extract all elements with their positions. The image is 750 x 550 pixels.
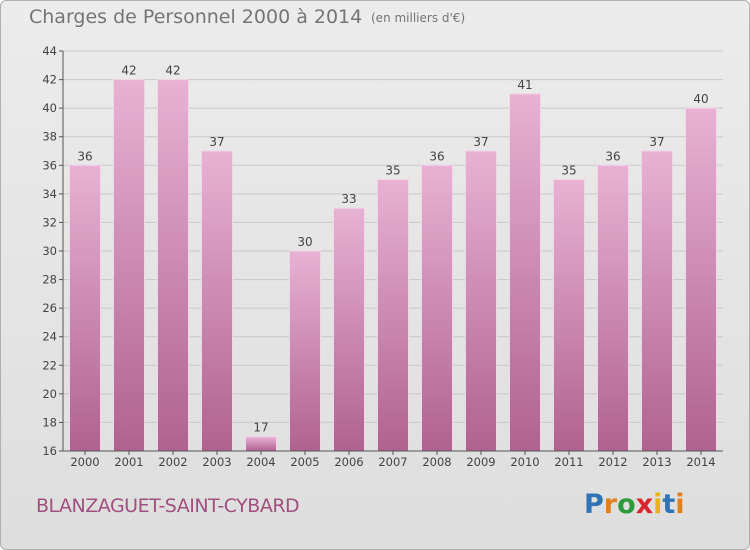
x-tick-label: 2001 [114,455,143,469]
x-tick-label: 2008 [422,455,451,469]
data-label-2012: 36 [605,149,620,163]
y-tick-label: 30 [42,244,57,258]
y-tick-label: 18 [42,415,57,429]
data-label-2007: 35 [385,164,400,178]
x-tick-label: 2005 [290,455,319,469]
data-label-2009: 37 [473,135,488,149]
bar-2012 [597,164,629,452]
bar-2006 [333,207,365,452]
data-label-2001: 42 [121,64,136,78]
bar-2013 [641,150,673,452]
logo-letter: P [584,489,604,520]
y-tick-label: 22 [42,358,57,372]
logo-letter: r [603,489,618,520]
bar-2011 [553,179,585,452]
y-tick-label: 42 [42,73,57,87]
x-tick-label: 2000 [70,455,99,469]
bar-2010 [509,93,541,452]
data-label-2002: 42 [165,64,180,78]
x-tick-label: 2003 [202,455,231,469]
bar-2003 [201,150,233,452]
data-label-2010: 41 [517,78,532,92]
y-tick-label: 38 [42,130,57,144]
x-tick-label: 2010 [510,455,539,469]
x-tick-label: 2002 [158,455,187,469]
proxiti-logo[interactable]: Proxiti [584,489,685,520]
logo-letter: x [635,489,654,520]
y-tick-label: 34 [42,187,57,201]
y-tick-label: 26 [42,301,57,315]
logo-letter: i [675,489,685,520]
logo-letter: o [617,489,636,520]
x-tick-label: 2012 [598,455,627,469]
logo-letter: t [662,489,676,520]
data-label-2003: 37 [209,135,224,149]
y-tick-label: 44 [42,44,57,58]
x-tick-label: 2014 [686,455,715,469]
data-label-2005: 30 [297,235,312,249]
y-tick-label: 40 [42,101,57,115]
chart-unit-label: (en milliers d'€) [371,11,466,25]
data-label-2004: 17 [253,421,268,435]
logo-letter: i [653,489,663,520]
y-tick-label: 24 [42,330,57,344]
bar-2005 [289,250,321,452]
data-label-2014: 40 [693,92,708,106]
bar-2008 [421,164,453,452]
bar-2004 [245,436,277,452]
x-tick-label: 2007 [378,455,407,469]
commune-name: BLANZAGUET-SAINT-CYBARD [36,495,300,517]
bar-2000 [69,164,101,452]
x-tick-label: 2009 [466,455,495,469]
data-label-2011: 35 [561,164,576,178]
data-label-2000: 36 [77,149,92,163]
y-tick-label: 20 [42,387,57,401]
bar-2014 [685,107,717,452]
y-tick-label: 16 [42,444,57,458]
chart-title: Charges de Personnel 2000 à 2014 [29,6,363,28]
y-tick-label: 36 [42,158,57,172]
data-label-2008: 36 [429,149,444,163]
bar-2009 [465,150,497,452]
bar-2007 [377,179,409,452]
data-label-2006: 33 [341,192,356,206]
y-tick-label: 28 [42,273,57,287]
bar-2002 [157,79,189,452]
x-tick-label: 2013 [642,455,671,469]
x-tick-label: 2011 [554,455,583,469]
y-tick-label: 32 [42,215,57,229]
x-tick-label: 2004 [246,455,275,469]
x-tick-label: 2006 [334,455,363,469]
bar-2001 [113,79,145,452]
data-label-2013: 37 [649,135,664,149]
